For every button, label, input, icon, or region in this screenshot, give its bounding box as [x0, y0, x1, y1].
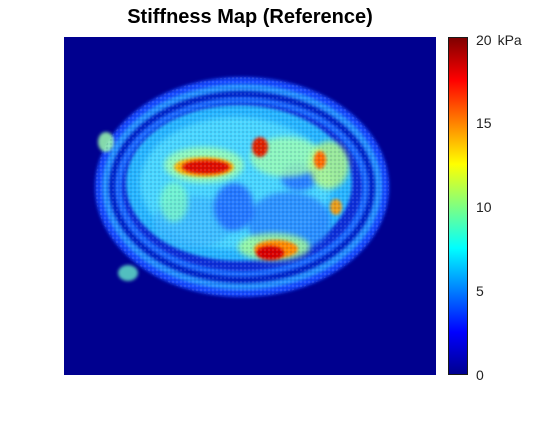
colorbar-unit: kPa: [497, 32, 522, 48]
colorbar: [448, 37, 468, 375]
colorbar-tick-15: 15: [476, 115, 492, 131]
colorbar-tick-20-value: 20: [476, 32, 492, 48]
figure-title: Stiffness Map (Reference): [127, 6, 373, 28]
colorbar-tick-20: 20 kPa: [476, 33, 522, 47]
colorbar-tick-0: 0: [476, 367, 484, 383]
colorbar-tick-5: 5: [476, 283, 484, 299]
stiffness-map-image: [64, 37, 436, 375]
colorbar-tick-10: 10: [476, 199, 492, 215]
stiffness-map-svg: [64, 37, 436, 375]
